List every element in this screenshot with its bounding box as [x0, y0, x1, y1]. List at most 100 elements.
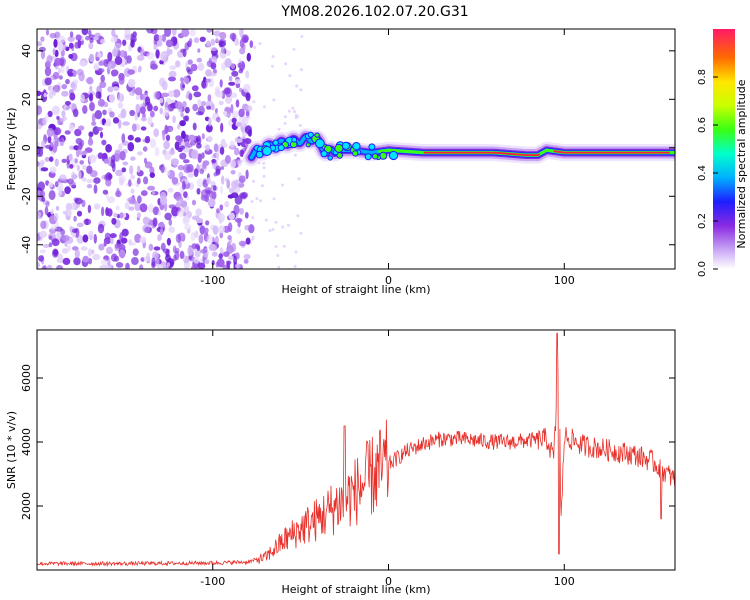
noise-blob	[277, 265, 281, 269]
noise-blob	[253, 45, 256, 49]
colorbar-tick-label: 0.4	[697, 165, 708, 181]
noise-blob	[270, 64, 274, 68]
noise-blob	[272, 98, 276, 102]
noise-blob	[283, 115, 287, 119]
noise-blob	[284, 62, 288, 66]
ridge-blob	[352, 142, 361, 151]
snr-panel: -100 0 100 2000 4000 6000 Height of straight …	[5, 329, 676, 596]
noise-blob	[276, 254, 280, 257]
noise-blob	[295, 84, 299, 88]
spectrogram-y-label: Frequency (Hz)	[5, 108, 18, 191]
spectrogram-axes: -100 0 100 -40 -20 0 20 40	[20, 29, 675, 287]
noise-blob	[271, 228, 275, 232]
colorbar-tick-label: 0.0	[697, 261, 708, 277]
y-tick-label: 2000	[20, 492, 33, 520]
noise-blob	[300, 35, 304, 38]
noise-blob	[281, 183, 284, 187]
noise-blob	[296, 214, 300, 218]
spectrogram-frame	[36, 28, 676, 270]
ridge-blob	[314, 132, 320, 138]
snr-frame	[36, 329, 676, 571]
noise-blob	[281, 225, 285, 229]
spectrogram-panel: -100 0 100 -40 -20 0 20 40 Height of straight l…	[5, 28, 676, 296]
y-tick-label: 20	[20, 92, 33, 106]
spectrogram-x-label: Height of straight line (km)	[281, 283, 430, 296]
ridge-blob	[255, 150, 264, 159]
ridge-blob	[307, 131, 314, 138]
snr-line	[37, 332, 675, 567]
noise-blob	[251, 216, 255, 220]
noise-blob	[298, 124, 302, 127]
ridge-blob	[291, 136, 298, 143]
noise-blob	[292, 47, 296, 51]
y-tick-label: -40	[20, 236, 33, 254]
noise-blob	[272, 197, 276, 201]
noise-blob	[252, 100, 256, 104]
noise-blob	[287, 109, 291, 113]
noise-blob	[255, 197, 259, 201]
noise-blob	[294, 250, 298, 254]
noise-blob	[277, 127, 281, 131]
snr-x-label: Height of straight line (km)	[281, 583, 430, 596]
colorbar-tick-label: 0.2	[697, 213, 708, 229]
noise-blob	[294, 113, 298, 117]
noise-blob	[262, 166, 266, 170]
noise-blob	[293, 264, 297, 268]
ridge-peak	[423, 150, 670, 156]
noise-blob	[271, 55, 275, 59]
ridge-blob	[272, 139, 279, 146]
ridge-blob	[352, 150, 359, 157]
noise-blob	[299, 88, 303, 92]
noise-blob	[288, 74, 292, 78]
noise-blob	[262, 105, 266, 109]
ridge-blob	[320, 150, 328, 158]
ridge-blob	[277, 144, 285, 152]
noise-blob	[282, 244, 286, 248]
x-tick-label: 100	[554, 575, 575, 588]
ridge-blob	[262, 146, 272, 156]
colorbar-tick-label: 0.8	[697, 69, 708, 85]
y-tick-label: 0	[20, 144, 33, 151]
y-tick-label: 40	[20, 44, 33, 58]
noise-blob	[291, 106, 295, 110]
ridge-blob	[305, 142, 311, 148]
x-tick-label: 0	[385, 274, 392, 287]
ridge-blob	[388, 150, 399, 161]
noise-blob	[299, 231, 303, 235]
noise-blob	[293, 110, 296, 114]
figure-title: YM08.2026.102.07.20.G31	[280, 4, 468, 20]
noise-blob	[251, 237, 255, 241]
x-tick-label: -100	[200, 575, 225, 588]
x-tick-label: 100	[554, 274, 575, 287]
ridge-blob	[334, 143, 344, 153]
colorbar-tick-label: 0.6	[697, 117, 708, 133]
ridge-blob	[324, 144, 333, 154]
x-tick-label: 0	[385, 575, 392, 588]
colorbar-gradient	[713, 29, 735, 269]
noise-blob	[260, 184, 264, 188]
colorbar: 0.0 0.2 0.4 0.6 0.8 Normalized spectral ampl…	[697, 29, 748, 277]
noise-blob	[293, 153, 297, 157]
noise-blob	[262, 161, 266, 165]
y-tick-label: -20	[20, 187, 33, 205]
colorbar-label: Normalized spectral amplitude	[735, 79, 748, 248]
noise-blob	[264, 218, 268, 222]
snr-y-label: SNR (10 * v/v)	[5, 411, 18, 489]
noise-blob	[250, 200, 254, 203]
spectrogram-heatmap	[37, 29, 675, 269]
ridge-blob	[327, 155, 333, 161]
noise-blob	[274, 220, 278, 224]
noise-blob	[262, 174, 266, 178]
y-tick-label: 4000	[20, 428, 33, 456]
noise-blob	[258, 42, 262, 45]
snr-series-line	[37, 332, 675, 567]
noise-blob	[259, 199, 263, 203]
noise-blob	[283, 122, 287, 125]
noise-blob	[287, 223, 290, 227]
ridge-blob	[368, 143, 376, 151]
ridge-blob	[315, 138, 325, 149]
noise-blob	[297, 177, 301, 181]
ridge-blob	[372, 153, 379, 160]
noise-blob	[299, 68, 303, 72]
